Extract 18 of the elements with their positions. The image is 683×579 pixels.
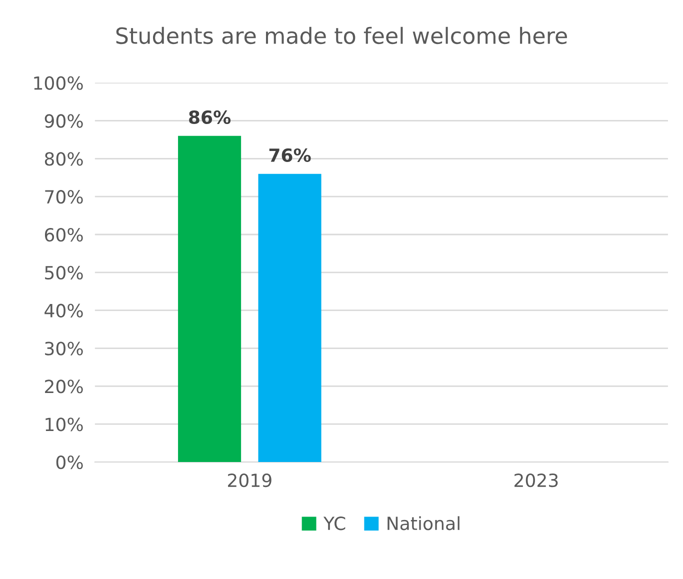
data-label: 76%: [269, 148, 311, 162]
y-tick-label: 80%: [44, 152, 83, 166]
chart-title: Students are made to feel welcome here: [116, 26, 567, 44]
data-label: 86%: [189, 110, 231, 124]
y-tick-label: 60%: [44, 228, 83, 242]
y-tick-label: 70%: [45, 190, 83, 204]
x-tick-label: 2019: [228, 473, 272, 488]
y-tick-label: 100%: [34, 76, 83, 90]
legend-label: YC: [323, 516, 346, 530]
y-tick-label: 0%: [56, 456, 83, 470]
y-tick-label: 50%: [45, 266, 83, 280]
y-tick-label: 40%: [44, 304, 83, 318]
y-tick-label: 30%: [45, 342, 83, 356]
y-tick-label: 20%: [45, 380, 83, 394]
legend-label: National: [388, 516, 460, 530]
y-tick-label: 10%: [46, 418, 83, 432]
x-tick-label: 2023: [514, 473, 558, 488]
y-tick-label: 90%: [44, 114, 83, 128]
